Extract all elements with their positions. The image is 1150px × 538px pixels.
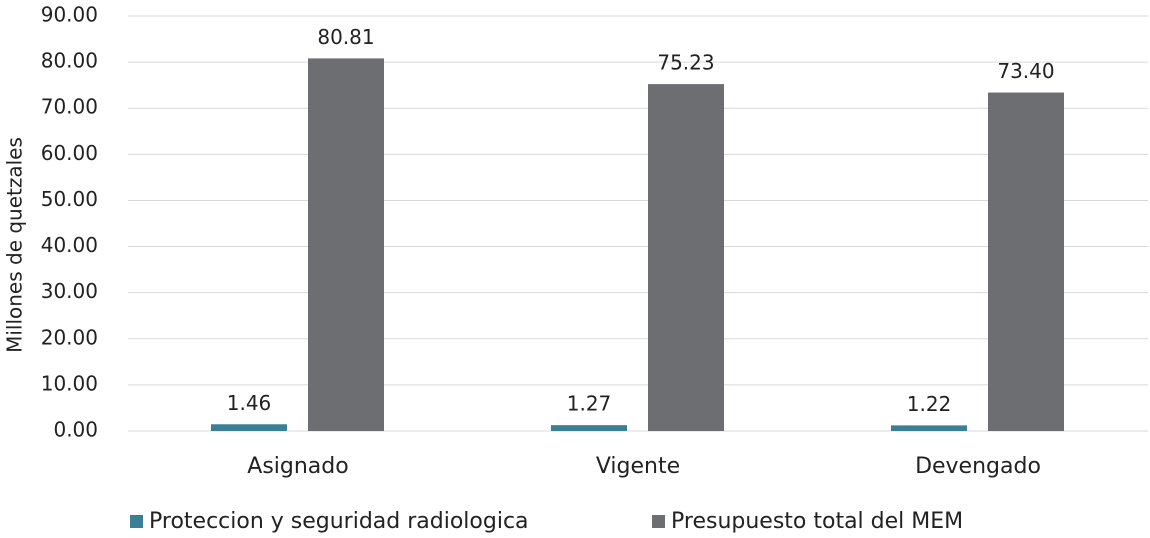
bar: [551, 425, 627, 431]
legend-swatch: [130, 515, 143, 528]
bar: [891, 425, 967, 431]
bar: [648, 84, 724, 431]
y-tick-label: 50.00: [41, 187, 98, 211]
bar: [988, 92, 1064, 432]
bar: [308, 58, 384, 432]
data-label: 1.22: [907, 392, 952, 416]
y-tick-label: 60.00: [41, 141, 98, 165]
data-label: 1.46: [227, 391, 272, 415]
y-tick-label: 40.00: [41, 233, 98, 257]
y-axis-label: Millones de quetzales: [3, 137, 27, 353]
data-label: 80.81: [317, 25, 374, 49]
legend-label: Presupuesto total del MEM: [671, 509, 963, 534]
data-label: 73.40: [997, 59, 1054, 83]
x-tick-label: Asignado: [247, 454, 348, 479]
legend-label: Proteccion y seguridad radiologica: [149, 509, 529, 534]
y-tick-label: 90.00: [41, 3, 98, 27]
x-tick-label: Devengado: [915, 454, 1041, 479]
y-tick-label: 70.00: [41, 95, 98, 119]
x-tick-label: Vigente: [596, 454, 680, 479]
data-label: 75.23: [657, 51, 714, 75]
y-tick-label: 80.00: [41, 49, 98, 73]
y-tick-label: 30.00: [41, 279, 98, 303]
bar: [211, 424, 287, 431]
y-tick-label: 0.00: [53, 418, 98, 442]
data-label: 1.27: [567, 392, 612, 416]
legend-swatch: [652, 515, 665, 528]
y-tick-label: 10.00: [41, 371, 98, 395]
y-tick-label: 20.00: [41, 325, 98, 349]
